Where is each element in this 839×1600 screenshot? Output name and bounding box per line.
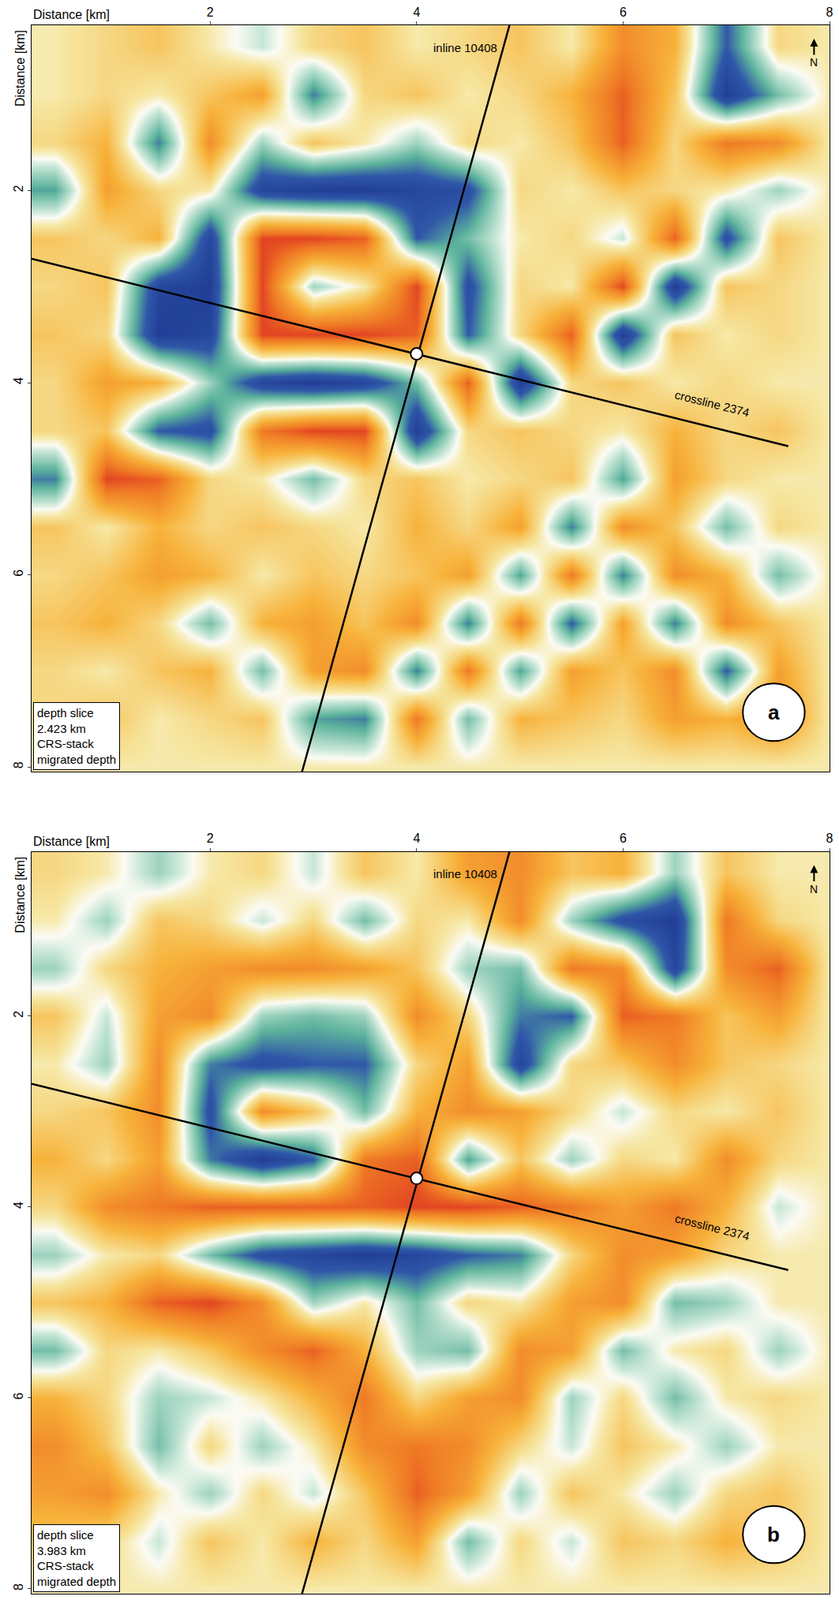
svg-text:Distance [km]: Distance [km] [33, 835, 110, 849]
svg-text:2: 2 [11, 1011, 26, 1019]
svg-text:2: 2 [206, 5, 214, 19]
svg-text:8: 8 [11, 761, 26, 769]
svg-text:6: 6 [11, 569, 26, 577]
svg-text:6: 6 [11, 1393, 26, 1401]
svg-text:Distance [km]: Distance [km] [13, 857, 27, 934]
svg-text:b: b [767, 1523, 780, 1547]
svg-text:8: 8 [826, 5, 834, 19]
svg-text:N: N [809, 883, 818, 896]
svg-text:depth slice3.983 kmCRS-stackmi: depth slice3.983 kmCRS-stackmigrated dep… [37, 1528, 117, 1589]
svg-text:crossline 2374: crossline 2374 [673, 1211, 751, 1244]
svg-text:inline 10408: inline 10408 [433, 41, 498, 55]
svg-text:depth slice2.423 kmCRS-stackmi: depth slice2.423 kmCRS-stackmigrated dep… [37, 706, 117, 767]
svg-text:crossline 2374: crossline 2374 [673, 387, 751, 420]
svg-text:2: 2 [11, 185, 26, 193]
svg-text:2: 2 [206, 831, 214, 846]
svg-text:8: 8 [826, 831, 834, 846]
svg-text:Distance [km]: Distance [km] [13, 29, 27, 107]
svg-text:4: 4 [412, 831, 420, 846]
svg-text:a: a [767, 700, 780, 725]
svg-text:4: 4 [412, 5, 420, 19]
svg-text:6: 6 [619, 831, 627, 846]
svg-text:8: 8 [11, 1584, 26, 1592]
svg-text:6: 6 [619, 5, 627, 19]
svg-text:4: 4 [11, 1202, 26, 1210]
svg-text:N: N [809, 56, 818, 69]
svg-text:4: 4 [11, 377, 26, 385]
svg-text:inline 10408: inline 10408 [433, 867, 498, 881]
svg-text:Distance [km]: Distance [km] [33, 7, 110, 22]
